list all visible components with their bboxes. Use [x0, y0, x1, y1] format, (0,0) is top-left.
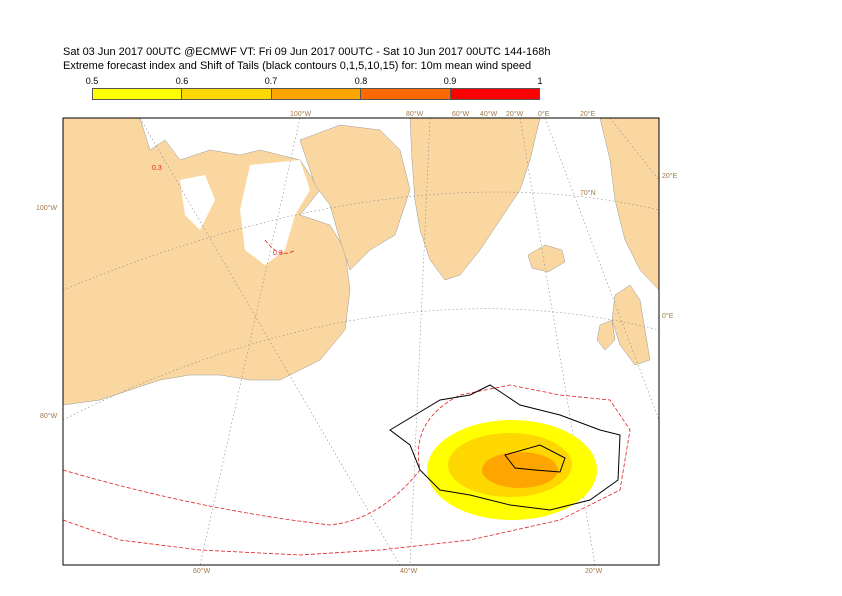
graticule — [63, 118, 659, 565]
legend-tick-2: 0.7 — [264, 76, 278, 86]
legend-box-4 — [449, 88, 541, 100]
contour-label-0: 0.3 — [152, 165, 162, 172]
hudson-bay-water — [240, 160, 310, 265]
foxe-basin-water — [180, 175, 215, 230]
legend-tick-5: 1 — [537, 76, 543, 86]
legend-box-2 — [270, 88, 361, 100]
map-frame — [62, 117, 660, 566]
lon-label-top-4: 20°W — [506, 110, 524, 118]
iceland-land — [527, 244, 566, 273]
legend-box-3 — [360, 88, 450, 100]
side-label-right-0: 20°E — [662, 172, 678, 180]
contour-label-1: 0.3 — [273, 250, 283, 257]
lon-label-bottom-0: 60°W — [193, 567, 211, 575]
title-line-2: Extreme forecast index and Shift of Tail… — [63, 60, 532, 72]
legend-box-1 — [181, 88, 271, 100]
legend-tick-4: 0.9 — [443, 76, 457, 86]
legend-tick-0: 0.5 — [85, 76, 99, 86]
lon-label-bottom-1: 40°W — [400, 567, 418, 575]
britain-land — [611, 284, 651, 366]
greenland-land — [409, 118, 541, 281]
ellesmere-island — [299, 124, 411, 271]
lon-label-top-5: 0°E — [538, 110, 550, 118]
color-legend — [92, 88, 541, 100]
lon-label-top-3: 40°W — [480, 110, 498, 118]
side-label-right-1: 0°E — [662, 312, 674, 320]
ireland-land — [596, 319, 616, 351]
lon-label-bottom-2: 20°W — [585, 567, 603, 575]
side-label-left-1: 80°W — [40, 412, 58, 420]
sot-contour — [389, 384, 621, 511]
legend-box-0 — [92, 88, 182, 100]
title-line-1: Sat 03 Jun 2017 00UTC @ECMWF VT: Fri 09 … — [63, 46, 551, 58]
lon-label-top-1: 80°W — [406, 110, 424, 118]
legend-tick-3: 0.8 — [354, 76, 368, 86]
lon-label-top-2: 60°W — [452, 110, 470, 118]
efi-03-contour — [63, 239, 631, 556]
lat-label: 70°N — [580, 189, 596, 197]
lon-label-top-6: 20°E — [580, 110, 596, 118]
lon-label-top-0: 100°W — [290, 110, 311, 118]
legend-tick-1: 0.6 — [175, 76, 189, 86]
side-label-left-0: 100°W — [36, 204, 57, 212]
